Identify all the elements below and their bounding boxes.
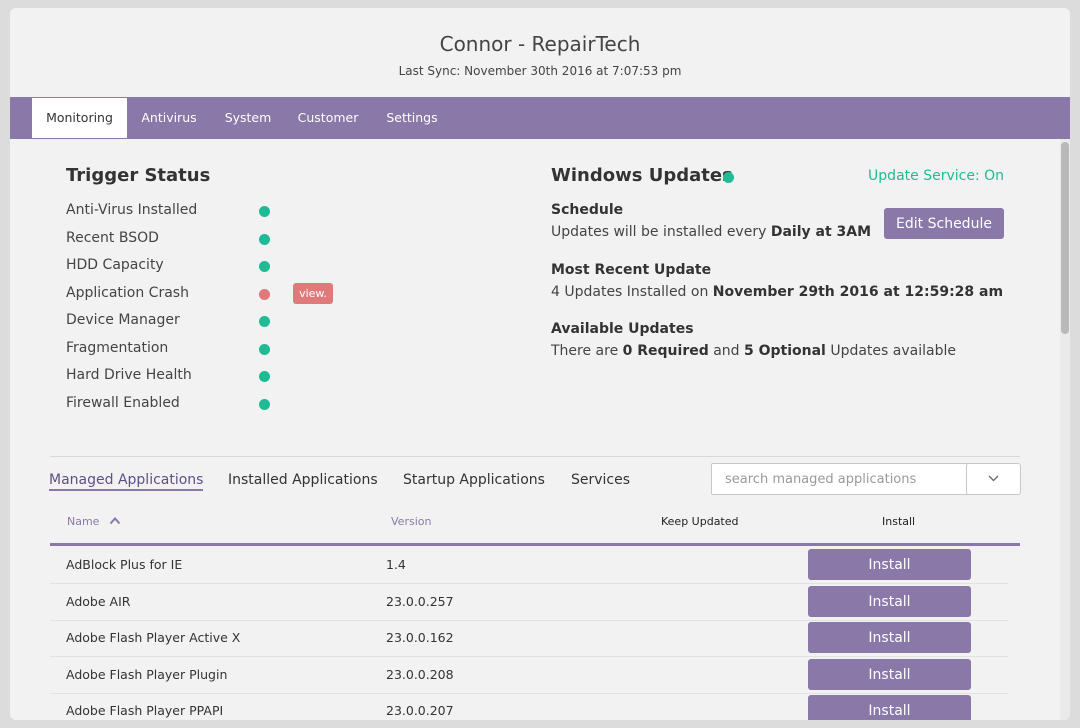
trigger-label: Device Manager — [66, 312, 180, 328]
available-updates-text: There are 0 Required and 5 Optional Upda… — [551, 343, 956, 359]
status-ok-icon — [259, 371, 270, 382]
table-row: Adobe Flash Player PPAPI 23.0.0.207 Inst… — [50, 693, 1008, 720]
status-ok-icon — [259, 344, 270, 355]
install-button[interactable]: Install — [808, 586, 971, 617]
app-window: Connor - RepairTech Last Sync: November … — [10, 8, 1070, 720]
scrollbar[interactable] — [1060, 139, 1070, 720]
subtab-services[interactable]: Services — [571, 472, 631, 488]
edit-schedule-button[interactable]: Edit Schedule — [884, 208, 1004, 239]
app-name: Adobe AIR — [66, 594, 131, 609]
table-row: Adobe Flash Player Active X 23.0.0.162 I… — [50, 620, 1008, 657]
install-button[interactable]: Install — [808, 549, 971, 580]
tab-customer[interactable]: Customer — [297, 110, 359, 125]
app-version: 23.0.0.208 — [386, 667, 454, 682]
app-version: 1.4 — [386, 557, 406, 572]
status-alert-icon — [259, 289, 270, 300]
scrollbar-thumb[interactable] — [1061, 142, 1069, 334]
tab-antivirus[interactable]: Antivirus — [141, 110, 197, 125]
install-button[interactable]: Install — [808, 622, 971, 653]
app-version: 23.0.0.207 — [386, 703, 454, 718]
recent-update-text: 4 Updates Installed on November 29th 201… — [551, 284, 1004, 300]
schedule-text: Updates will be installed every Daily at… — [551, 224, 872, 240]
subtab-startup-applications[interactable]: Startup Applications — [403, 472, 545, 488]
view-crash-badge[interactable]: view. — [293, 283, 333, 304]
app-name: Adobe Flash Player PPAPI — [66, 703, 224, 718]
status-ok-icon — [723, 172, 734, 183]
table-row: AdBlock Plus for IE 1.4 Install — [50, 547, 1008, 584]
trigger-label: Anti-Virus Installed — [66, 202, 198, 218]
windows-updates-title: Windows Updates — [551, 165, 733, 186]
sort-ascending-icon — [109, 517, 121, 525]
app-name: AdBlock Plus for IE — [66, 557, 183, 572]
column-header-keep-updated: Keep Updated — [661, 515, 739, 528]
trigger-label: Recent BSOD — [66, 230, 159, 246]
chevron-down-icon — [988, 475, 999, 482]
trigger-label: Firewall Enabled — [66, 395, 180, 411]
tab-system[interactable]: System — [224, 110, 272, 125]
header: Connor - RepairTech Last Sync: November … — [10, 8, 1070, 97]
status-ok-icon — [259, 206, 270, 217]
trigger-label: HDD Capacity — [66, 257, 164, 273]
status-ok-icon — [259, 316, 270, 327]
trigger-label: Application Crash — [66, 285, 189, 301]
table-row: Adobe Flash Player Plugin 23.0.0.208 Ins… — [50, 657, 1008, 694]
app-name: Adobe Flash Player Plugin — [66, 667, 228, 682]
filter-dropdown[interactable] — [966, 463, 1021, 495]
install-button[interactable]: Install — [808, 695, 971, 720]
status-ok-icon — [259, 234, 270, 245]
schedule-label: Schedule — [551, 202, 624, 218]
app-name: Adobe Flash Player Active X — [66, 630, 241, 645]
subtab-installed-applications[interactable]: Installed Applications — [228, 472, 378, 488]
trigger-label: Fragmentation — [66, 340, 169, 356]
app-version: 23.0.0.257 — [386, 594, 454, 609]
app-version: 23.0.0.162 — [386, 630, 454, 645]
table-header-underline — [50, 543, 1020, 546]
recent-update-label: Most Recent Update — [551, 262, 712, 278]
tab-monitoring[interactable]: Monitoring — [32, 98, 127, 138]
search-input[interactable] — [711, 463, 973, 495]
column-header-version[interactable]: Version — [391, 515, 432, 528]
tab-settings[interactable]: Settings — [386, 110, 438, 125]
subtab-managed-applications[interactable]: Managed Applications — [49, 472, 204, 491]
column-header-name[interactable]: Name — [67, 515, 121, 528]
status-ok-icon — [259, 399, 270, 410]
install-button[interactable]: Install — [808, 659, 971, 690]
update-service-status: Update Service: On — [868, 168, 1004, 184]
last-sync-text: Last Sync: November 30th 2016 at 7:07:53… — [398, 64, 682, 78]
column-header-install: Install — [882, 515, 916, 528]
trigger-status-title: Trigger Status — [66, 165, 211, 186]
page-title: Connor - RepairTech — [439, 32, 641, 56]
available-updates-label: Available Updates — [551, 321, 694, 337]
section-divider — [50, 456, 1020, 457]
status-ok-icon — [259, 261, 270, 272]
monitoring-panel: Trigger Status Anti-Virus Installed Rece… — [10, 139, 1070, 720]
table-row: Adobe AIR 23.0.0.257 Install — [50, 584, 1008, 621]
trigger-label: Hard Drive Health — [66, 367, 192, 383]
main-tab-bar: Monitoring Antivirus System Customer Set… — [10, 97, 1070, 139]
